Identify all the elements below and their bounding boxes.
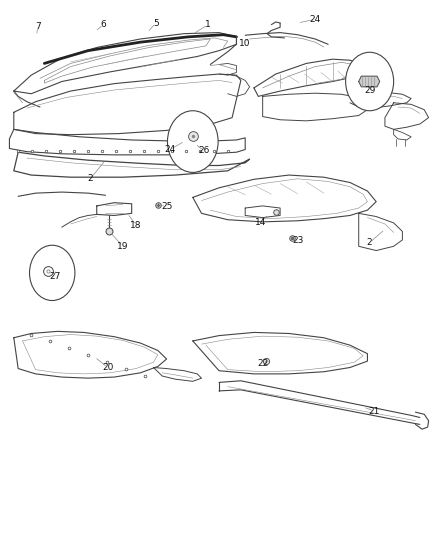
Text: 2: 2 — [367, 238, 372, 247]
Text: 7: 7 — [35, 22, 41, 31]
Text: 1: 1 — [205, 20, 211, 29]
Text: 26: 26 — [198, 146, 209, 155]
Text: 10: 10 — [240, 39, 251, 48]
Text: 19: 19 — [117, 242, 129, 251]
Text: 20: 20 — [102, 363, 113, 372]
Text: 14: 14 — [255, 218, 266, 227]
Text: 2: 2 — [88, 174, 93, 183]
Text: 25: 25 — [161, 203, 172, 212]
Text: 5: 5 — [153, 19, 159, 28]
Text: 6: 6 — [100, 20, 106, 29]
Circle shape — [167, 111, 218, 172]
Text: 27: 27 — [49, 272, 61, 280]
Text: 23: 23 — [292, 237, 303, 246]
Circle shape — [29, 245, 75, 301]
Circle shape — [346, 52, 394, 111]
Text: 24: 24 — [165, 145, 176, 154]
Text: 22: 22 — [257, 359, 268, 368]
Text: 18: 18 — [130, 221, 142, 230]
Polygon shape — [359, 76, 380, 87]
Text: 24: 24 — [309, 15, 321, 24]
Text: 29: 29 — [364, 85, 375, 94]
Text: 21: 21 — [368, 407, 380, 416]
